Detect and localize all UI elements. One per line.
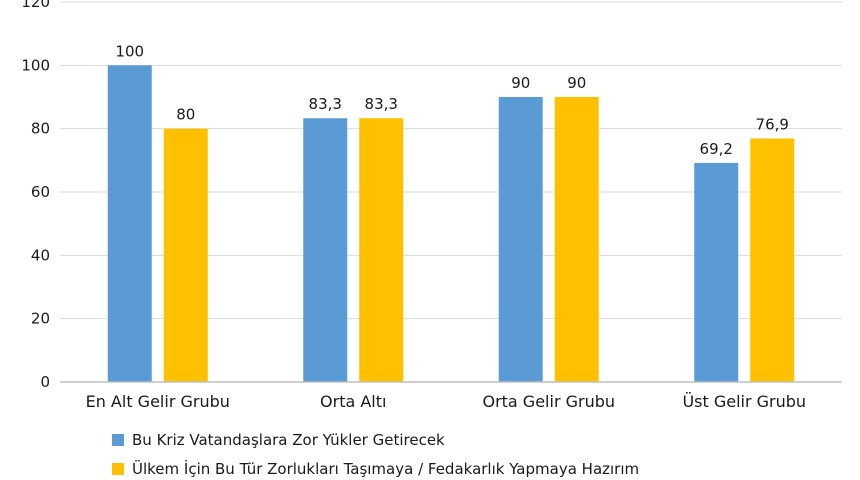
y-tick-label: 20 — [31, 310, 50, 328]
legend-label-0: Bu Kriz Vatandaşlara Zor Yükler Getirece… — [132, 431, 445, 449]
bar-s0-0 — [107, 65, 152, 382]
data-label-s1-3: 76,9 — [756, 115, 789, 133]
legend-swatch-1 — [112, 463, 124, 475]
y-tick-label: 80 — [31, 120, 50, 138]
bar-s0-2 — [498, 97, 543, 382]
data-label-s1-1: 83,3 — [365, 95, 398, 113]
bar-s0-1 — [303, 118, 348, 382]
legend: Bu Kriz Vatandaşlara Zor Yükler Getirece… — [112, 431, 639, 478]
data-label-s0-1: 83,3 — [309, 95, 342, 113]
y-tick-label: 120 — [21, 0, 50, 11]
legend-label-1: Ülkem İçin Bu Tür Zorlukları Taşımaya / … — [132, 459, 639, 478]
data-label-s0-2: 90 — [511, 74, 530, 92]
data-label-s1-0: 80 — [176, 106, 195, 124]
bar-s1-3 — [750, 138, 795, 382]
bar-s1-0 — [163, 128, 208, 382]
category-label: Orta Gelir Grubu — [482, 392, 615, 411]
data-labels: 100 80 83,3 83,3 90 90 69,2 76,9 — [115, 42, 789, 158]
data-label-s0-3: 69,2 — [700, 140, 733, 158]
data-label-s0-0: 100 — [115, 42, 144, 60]
legend-swatch-0 — [112, 434, 124, 446]
category-label: Orta Altı — [320, 392, 386, 411]
category-labels: En Alt Gelir Grubu Orta Altı Orta Gelir Gr… — [86, 392, 806, 411]
bar-s0-3 — [694, 162, 739, 382]
y-tick-label: 100 — [21, 56, 50, 74]
y-tick-label: 60 — [31, 183, 50, 201]
category-label: Üst Gelir Grubu — [682, 392, 806, 411]
bars — [107, 65, 795, 382]
bar-s1-2 — [554, 97, 599, 382]
category-label: En Alt Gelir Grubu — [86, 392, 230, 411]
data-label-s1-2: 90 — [567, 74, 586, 92]
y-tick-label: 40 — [31, 246, 50, 264]
y-axis-ticks: 0 20 40 60 80 100 120 — [21, 0, 50, 391]
y-tick-label: 0 — [40, 373, 50, 391]
bar-s1-1 — [359, 118, 404, 382]
